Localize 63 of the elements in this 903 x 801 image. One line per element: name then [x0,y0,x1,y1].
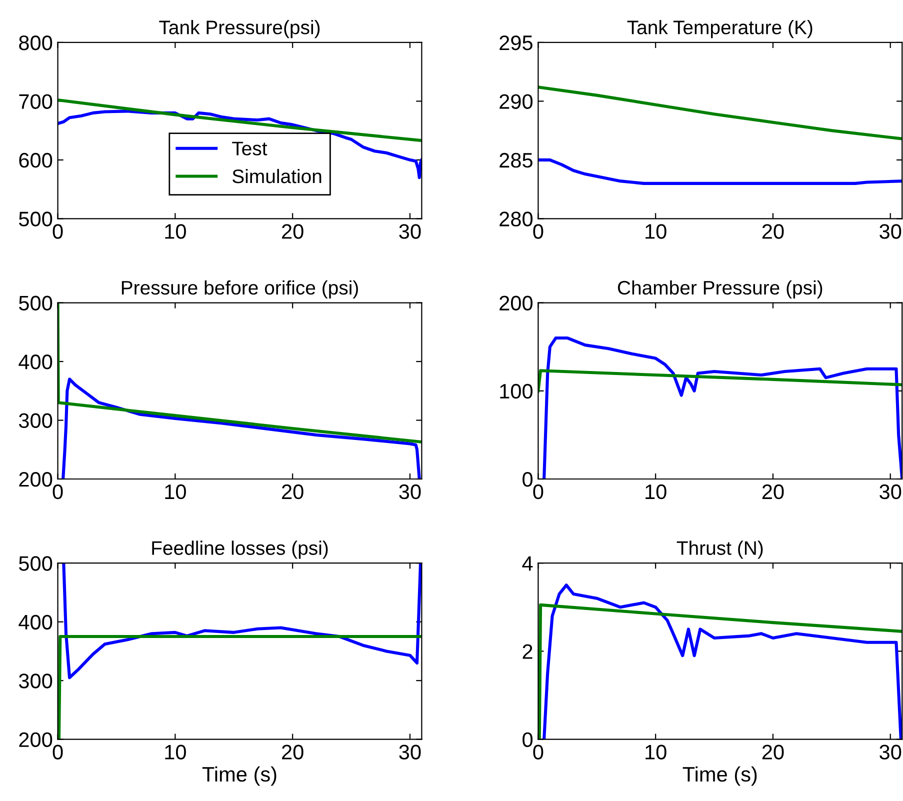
x-tick-label: 10 [646,744,666,760]
x-tick-label: 20 [762,484,784,500]
x-tick-label: 0 [52,484,63,500]
line-series [538,158,902,185]
chart-title: Thrust (N) [676,540,763,559]
x-tick-label: 0 [52,744,63,760]
y-tick-label: 300 [18,413,52,428]
chart-title: Pressure before orifice (psi) [122,280,358,298]
y-tick-label: 2 [522,644,532,659]
x-tick-label: 0 [533,224,544,239]
y-tick-label: 200 [19,472,52,487]
x-tick-label: 0 [533,484,544,500]
x-tick-label: 20 [282,484,304,500]
x-tick-label: 0 [533,744,544,760]
y-tick-label: 295 [500,35,532,50]
y-tick-label: 0 [522,732,533,748]
line-series [62,378,421,479]
y-tick-label: 500 [19,556,52,571]
y-tick-label: 4 [522,556,533,571]
x-tick-label: 0 [52,224,63,239]
line-series [58,98,422,142]
x-tick-label: 30 [880,484,902,500]
chart-title: Tank Pressure(psi) [159,20,320,38]
y-tick-label: 600 [19,152,52,168]
y-tick-label: 400 [18,614,52,630]
x-tick-label: 20 [282,744,304,760]
y-tick-label: 100 [500,384,533,399]
y-tick-label: 200 [19,732,52,748]
x-tick-label: 10 [646,224,666,239]
y-tick-label: 200 [500,296,533,311]
x-tick-label: 10 [165,224,186,239]
line-series [538,86,902,140]
x-tick-label: 30 [399,744,421,760]
legend-label: Simulation [232,168,322,184]
x-tick-label: 20 [762,744,784,760]
x-tick-label: 20 [282,224,304,239]
y-tick-label: 700 [19,94,52,109]
x-tick-label: 10 [646,484,666,500]
y-tick-label: 285 [500,152,532,168]
x-axis-title: Time (s) [682,766,757,786]
x-tick-label: 30 [399,484,421,500]
x-tick-label: 20 [762,224,784,239]
line-series [542,336,902,479]
y-tick-label: 300 [18,674,52,688]
x-tick-label: 30 [880,224,902,239]
y-tick-label: 500 [19,212,52,226]
x-tick-label: 10 [165,484,186,500]
legend-label: Test [232,142,268,156]
y-tick-label: 290 [500,94,533,109]
line-series [538,369,902,392]
chart-title: Tank Temperature (K) [627,20,812,38]
x-tick-label: 30 [399,224,421,239]
x-tick-label: 10 [165,744,186,760]
y-tick-label: 800 [19,35,52,50]
x-tick-label: 30 [880,744,902,760]
y-tick-label: 280 [500,212,533,226]
y-tick-label: 0 [522,472,533,487]
chart-title: Feedline losses (psi) [152,540,328,559]
line-series [62,563,422,680]
x-axis-title: Time (s) [202,766,276,786]
y-tick-label: 400 [18,354,52,370]
chart-title: Chamber Pressure (psi) [618,280,822,298]
y-tick-label: 500 [19,296,52,311]
